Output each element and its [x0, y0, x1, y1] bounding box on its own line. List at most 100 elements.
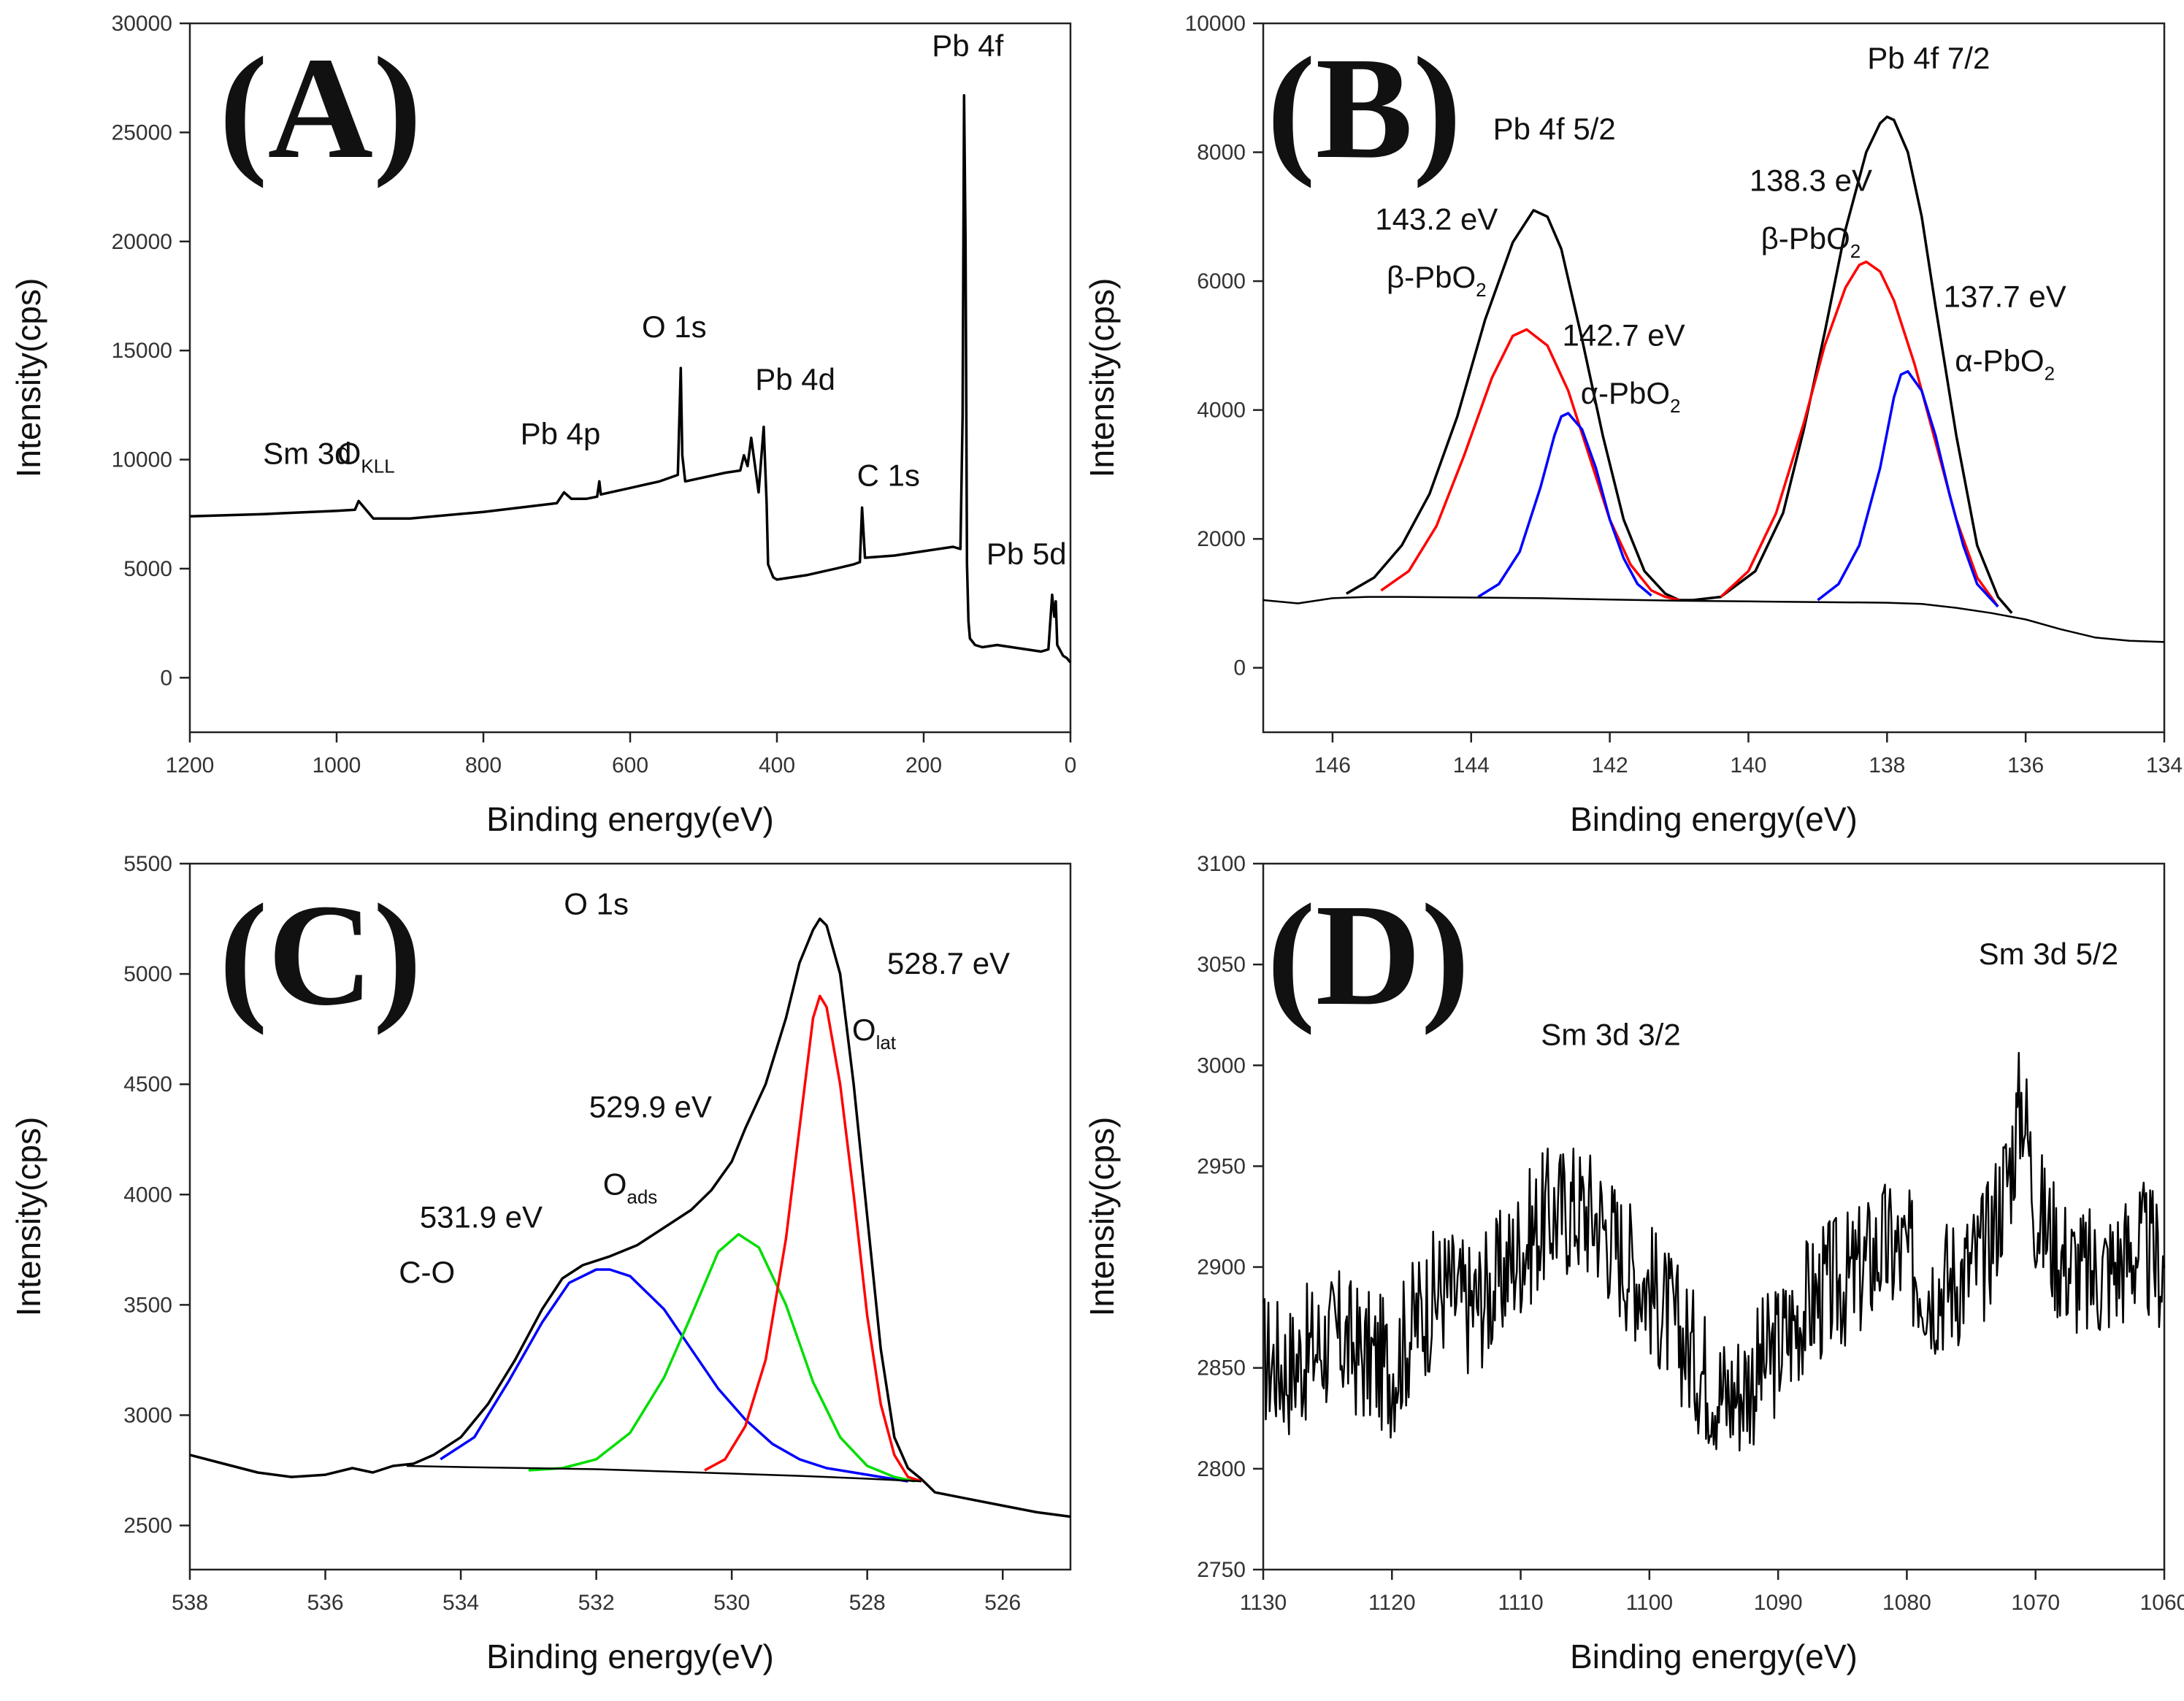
x-tick-label: 138 [1869, 753, 1905, 777]
x-tick-label: 532 [578, 1591, 615, 1615]
series-line-pbo2 [1380, 328, 1679, 602]
annotation: Pb 5d [986, 537, 1067, 571]
y-axis-label: Intensity(cps) [9, 1117, 47, 1317]
x-tick-label: 146 [1314, 753, 1351, 777]
x-tick-label: 400 [759, 753, 795, 777]
series-line-pbo2 [1817, 369, 1999, 608]
annotation: α-PbO2 [1955, 344, 2055, 385]
annotation: 143.2 eV [1375, 201, 1498, 236]
panel-letter: (A) [219, 28, 422, 189]
series-line-rawenvelope [189, 917, 1071, 1518]
series-line-co [440, 1268, 908, 1483]
x-tick-label: 0 [1065, 753, 1077, 777]
y-tick-label: 2850 [1197, 1356, 1246, 1381]
series-line-envelope [1346, 115, 2013, 614]
x-tick-label: 1110 [1498, 1591, 1543, 1615]
panel-letter: (C) [219, 875, 422, 1036]
y-axis-label: Intensity(cps) [1083, 1117, 1121, 1317]
series-line-survey [189, 93, 1072, 664]
y-axis-label: Intensity(cps) [1083, 278, 1121, 478]
series-line-olat [704, 994, 922, 1483]
panel-d: 1130 1120 1110 1100 1090 1080 1070 1060 2750 2800… [1083, 852, 2184, 1675]
x-tick-label: 1060 [2140, 1591, 2184, 1615]
annotation: OKLL [337, 437, 395, 477]
annotation: Sm 3d [263, 437, 351, 471]
panel-b: 146 144 142 140 138 136 134 0 2000 4000 6000 8000 10… [1083, 12, 2183, 838]
x-tick-label: 600 [612, 753, 648, 777]
x-tick-label: 534 [442, 1591, 479, 1615]
x-tick-label: 1090 [1754, 1591, 1803, 1615]
annotation: β-PbO2 [1387, 260, 1487, 301]
annotation: β-PbO2 [1761, 221, 1861, 262]
y-tick-label: 25000 [112, 120, 172, 145]
annotation: Olat [852, 1013, 897, 1053]
annotation: α-PbO2 [1581, 376, 1681, 417]
plot-frame [1262, 22, 2166, 734]
y-tick-label: 5000 [123, 557, 172, 581]
x-tick-label: 142 [1592, 753, 1628, 777]
y-tick-label: 2750 [1197, 1558, 1246, 1582]
y-tick-label: 2950 [1197, 1154, 1246, 1178]
y-tick-label: 20000 [112, 230, 172, 254]
y-tick-label: 0 [160, 666, 172, 690]
x-tick-label: 1070 [2011, 1591, 2060, 1615]
y-tick-label: 8000 [1197, 141, 1246, 165]
y-tick-label: 3050 [1197, 953, 1246, 977]
annotation: 531.9 eV [420, 1200, 543, 1235]
annotation: O 1s [564, 887, 629, 921]
x-axis-label: Binding energy(eV) [1570, 1637, 1858, 1675]
annotation: C-O [399, 1255, 455, 1289]
x-tick-label: 144 [1453, 753, 1490, 777]
panel-letter: (D) [1267, 875, 1470, 1036]
x-axis-label: Binding energy(eV) [486, 1637, 774, 1675]
annotation: Pb 4p [521, 417, 601, 451]
x-tick-label: 134 [2146, 753, 2183, 777]
plot-frame [1262, 862, 2166, 1571]
y-tick-label: 10000 [1185, 12, 1246, 36]
series-line-background [1262, 596, 2165, 643]
y-tick-label: 2800 [1197, 1457, 1246, 1481]
y-tick-label: 2000 [1197, 527, 1246, 551]
annotation: C 1s [857, 458, 920, 492]
x-tick-label: 1100 [1626, 1591, 1674, 1615]
x-tick-label: 526 [984, 1591, 1021, 1615]
series-line-sm [1262, 1051, 2166, 1452]
x-tick-label: 528 [849, 1591, 886, 1615]
annotation: Pb 4d [755, 362, 835, 396]
x-tick-label: 1130 [1240, 1591, 1287, 1615]
y-tick-label: 10000 [112, 448, 172, 472]
y-tick-label: 15000 [112, 339, 172, 363]
annotation: O 1s [642, 310, 707, 344]
panel-letter: (B) [1267, 28, 1462, 189]
x-tick-label: 140 [1730, 753, 1766, 777]
y-tick-label: 3500 [123, 1293, 172, 1317]
y-axis-label: Intensity(cps) [9, 278, 47, 478]
annotation: Sm 3d 5/2 [1979, 937, 2118, 971]
y-tick-label: 30000 [112, 12, 172, 36]
series-line-background [406, 1464, 922, 1483]
y-tick-label: 4500 [123, 1072, 172, 1097]
x-tick-label: 200 [905, 753, 942, 777]
y-tick-label: 3000 [123, 1403, 172, 1427]
x-tick-label: 136 [2007, 753, 2044, 777]
panel-c: 538 536 534 532 530 528 526 2500 3000 3500 4000 450… [9, 852, 1072, 1675]
x-axis-label: Binding energy(eV) [486, 800, 774, 838]
panel-a: 1200 1000 800 600 400 200 00500010000150002000… [9, 12, 1076, 838]
y-tick-label: 2500 [123, 1514, 172, 1538]
x-tick-label: 1000 [313, 753, 361, 777]
x-tick-label: 1080 [1882, 1591, 1931, 1615]
annotation: Oads [603, 1167, 658, 1207]
y-tick-label: 2900 [1197, 1256, 1246, 1280]
annotation: Pb 4f [932, 28, 1003, 63]
y-tick-label: 5000 [123, 962, 172, 986]
x-tick-label: 538 [172, 1591, 208, 1615]
annotation: 528.7 eV [887, 946, 1010, 980]
annotation: Sm 3d 3/2 [1541, 1018, 1680, 1052]
annotation: 529.9 eV [589, 1090, 712, 1124]
annotation: Pb 4f 5/2 [1493, 112, 1616, 146]
y-tick-label: 6000 [1197, 269, 1246, 293]
x-tick-label: 1200 [166, 753, 215, 777]
plot-frame [188, 862, 1072, 1571]
y-tick-label: 3000 [1197, 1053, 1246, 1078]
